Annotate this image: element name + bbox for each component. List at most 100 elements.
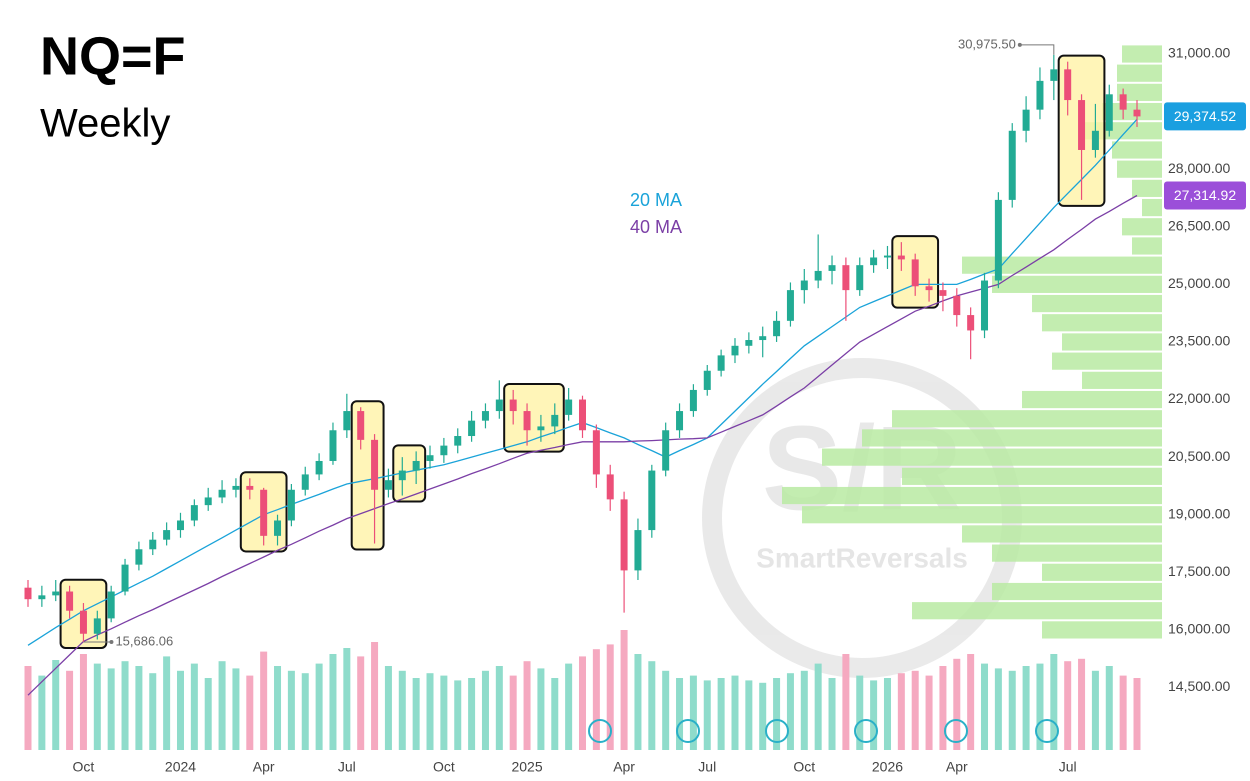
annotation-dot <box>109 639 114 644</box>
volume-bar <box>606 644 614 750</box>
legend-label: 20 MA <box>630 190 682 210</box>
y-tick-label: 26,500.00 <box>1168 217 1230 233</box>
candle-body <box>939 290 947 296</box>
candle-body <box>1133 109 1141 117</box>
candle-body <box>565 399 573 415</box>
volume-bar <box>592 649 600 750</box>
volume-bar <box>565 663 573 750</box>
candle-body <box>676 411 684 431</box>
volume-bar <box>357 656 365 750</box>
profile-bar <box>822 448 1162 466</box>
y-tick-label: 14,500.00 <box>1168 678 1230 694</box>
volume-bar <box>717 678 725 750</box>
volume-bar <box>939 666 947 750</box>
watermark-name: SmartReversals <box>756 542 968 573</box>
candle-body <box>897 255 905 260</box>
candle-body <box>1050 69 1058 81</box>
candle-body <box>731 345 739 356</box>
volume-bar <box>24 666 32 750</box>
candle-body <box>468 420 476 437</box>
volume-bar <box>343 648 351 750</box>
volume-bar <box>1078 658 1086 750</box>
volume-bar <box>662 670 670 750</box>
axes: 14,500.00 16,000.00 17,500.00 19,000.00 20,5… <box>73 36 1246 775</box>
volume-bar <box>481 670 489 750</box>
volume-bar <box>773 678 781 750</box>
profile-bar <box>1042 621 1162 639</box>
x-tick-label: 2026 <box>872 759 903 775</box>
candle-body <box>981 280 989 331</box>
candle-body <box>52 591 60 596</box>
candle-body <box>343 411 351 431</box>
candle-body <box>398 470 406 481</box>
candle-body <box>412 460 420 471</box>
candle-body <box>1091 130 1099 150</box>
candles <box>24 54 1141 642</box>
profile-bar <box>1122 218 1162 236</box>
volume-bar <box>246 675 254 750</box>
candle-body <box>537 426 545 431</box>
y-tick-label: 19,000.00 <box>1168 505 1230 521</box>
volume-bar <box>232 668 240 750</box>
candle-body <box>911 259 919 287</box>
volume-bar <box>745 680 753 750</box>
ma-line <box>27 194 1138 696</box>
volume-bar <box>870 680 878 750</box>
volume-bar <box>648 661 656 750</box>
volume-bar <box>287 670 295 750</box>
volume-bar <box>495 666 503 750</box>
volume-bar <box>107 668 115 750</box>
volume-bar <box>786 673 794 750</box>
candle-body <box>717 355 725 371</box>
candle-body <box>440 445 448 456</box>
volume-bar <box>384 666 392 750</box>
volume-bar <box>204 678 212 750</box>
candle-body <box>426 455 434 461</box>
candle-body <box>135 549 143 565</box>
volume-bar <box>828 678 836 750</box>
profile-bar <box>1082 371 1162 389</box>
x-tick-label: Jul <box>698 759 716 775</box>
profile-bar <box>802 506 1162 524</box>
volume-bar <box>994 668 1002 750</box>
candle-body <box>315 460 323 475</box>
candle-body <box>1078 100 1086 150</box>
volume-bar <box>121 661 129 750</box>
legend-label: 40 MA <box>630 217 682 237</box>
volume-bar <box>911 670 919 750</box>
volume-bar <box>260 651 268 750</box>
event-icon <box>588 719 612 743</box>
event-icon <box>944 719 968 743</box>
volume-bar <box>1133 678 1141 750</box>
annotation-leader <box>1019 44 1055 55</box>
x-tick-label: Apr <box>253 759 275 775</box>
profile-bar <box>1117 83 1162 101</box>
profile-bar <box>892 410 1162 428</box>
candle-body <box>523 411 531 431</box>
profile-bar <box>1112 141 1162 159</box>
profile-bar <box>992 544 1162 562</box>
candle-body <box>107 591 115 619</box>
profile-bar <box>1132 179 1162 197</box>
volume-bar <box>412 678 420 750</box>
candle-body <box>925 286 933 291</box>
candle-body <box>329 430 337 461</box>
candle-body <box>79 610 87 634</box>
candle-body <box>662 430 670 471</box>
x-tick-label: 2024 <box>165 759 196 775</box>
candle-body <box>301 474 309 490</box>
volume-profile <box>782 45 1162 639</box>
volume-bar <box>1105 666 1113 750</box>
candle-body <box>759 336 767 341</box>
candle-body <box>579 399 586 431</box>
candle-body <box>1119 94 1127 110</box>
candle-body <box>953 295 961 316</box>
volume-bar <box>1119 675 1127 750</box>
volume-bar <box>301 673 309 750</box>
volume-bar <box>814 663 822 750</box>
event-icon <box>765 719 789 743</box>
profile-bar <box>1032 294 1162 313</box>
volume-bar <box>703 680 711 750</box>
candle-body <box>384 480 392 490</box>
candle-body <box>204 497 212 506</box>
